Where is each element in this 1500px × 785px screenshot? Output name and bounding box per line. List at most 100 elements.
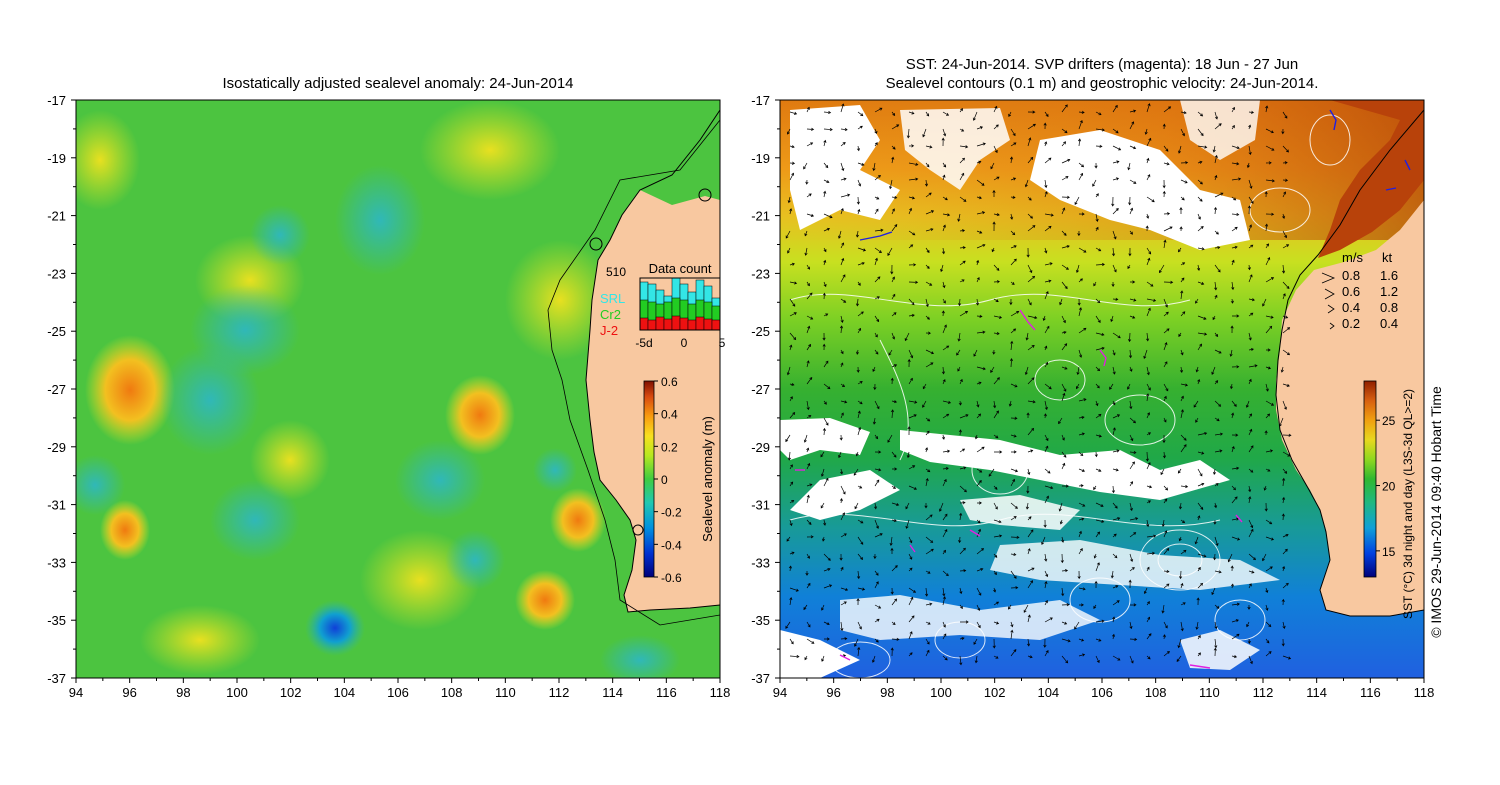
velocity-arrow bbox=[1231, 602, 1240, 606]
velocity-arrow bbox=[1112, 616, 1116, 623]
velocity-arrow bbox=[960, 620, 969, 624]
velocity-arrow bbox=[1248, 428, 1253, 436]
velocity-arrow bbox=[789, 298, 796, 307]
velocity-arrow bbox=[1111, 247, 1116, 257]
velocity-arrow bbox=[1180, 196, 1185, 201]
velocity-arrow bbox=[1044, 157, 1052, 164]
velocity-arrow bbox=[1112, 468, 1119, 472]
velocity-arrow bbox=[1008, 111, 1012, 117]
velocity-arrow bbox=[822, 292, 826, 300]
velocity-arrow bbox=[1095, 383, 1100, 389]
velocity-arrow bbox=[803, 434, 808, 443]
velocity-legend-ms-3: 0.2 bbox=[1342, 316, 1360, 331]
velocity-arrow bbox=[891, 400, 898, 404]
velocity-arrow bbox=[1061, 195, 1070, 199]
velocity-arrow bbox=[789, 262, 795, 266]
velocity-arrow bbox=[887, 247, 893, 256]
velocity-arrow bbox=[993, 534, 1003, 538]
velocity-arrow bbox=[1180, 161, 1189, 165]
velocity-arrow bbox=[1027, 400, 1036, 404]
velocity-arrow bbox=[1282, 565, 1286, 572]
velocity-arrow bbox=[823, 477, 829, 487]
velocity-arrow bbox=[857, 247, 867, 252]
velocity-arrow bbox=[1248, 224, 1253, 232]
velocity-arrow bbox=[1078, 415, 1085, 419]
velocity-arrow bbox=[1074, 196, 1080, 205]
velocity-arrow bbox=[974, 655, 978, 664]
velocity-arrow bbox=[824, 637, 830, 641]
velocity-arrow bbox=[1197, 315, 1207, 320]
velocity-arrow bbox=[1163, 328, 1170, 334]
velocity-arrow bbox=[1248, 519, 1254, 529]
velocity-arrow bbox=[805, 179, 809, 185]
velocity-arrow bbox=[1061, 638, 1071, 643]
velocity-arrow bbox=[856, 598, 860, 606]
velocity-arrow bbox=[1078, 530, 1082, 538]
velocity-arrow bbox=[1146, 412, 1150, 419]
velocity-arrow bbox=[1163, 651, 1170, 657]
velocity-arrow bbox=[976, 479, 982, 487]
velocity-arrow bbox=[1180, 621, 1184, 632]
velocity-arrow bbox=[1262, 553, 1267, 562]
velocity-arrow bbox=[1214, 192, 1224, 198]
velocity-arrow bbox=[925, 192, 932, 198]
velocity-arrow bbox=[1179, 366, 1184, 373]
velocity-arrow bbox=[993, 485, 998, 490]
velocity-arrow bbox=[908, 111, 915, 115]
velocity-arrow bbox=[1197, 566, 1201, 572]
velocity-arrow bbox=[872, 366, 876, 373]
velocity-arrow bbox=[1146, 462, 1151, 470]
velocity-arrow bbox=[925, 638, 930, 645]
velocity-arrow bbox=[1094, 451, 1098, 458]
velocity-arrow bbox=[838, 451, 842, 459]
velocity-arrow bbox=[806, 343, 811, 351]
velocity-arrow bbox=[1129, 121, 1135, 130]
velocity-arrow bbox=[942, 324, 947, 334]
velocity-arrow bbox=[1177, 638, 1182, 649]
velocity-arrow bbox=[1078, 307, 1083, 317]
velocity-arrow bbox=[874, 332, 878, 338]
left-shelf-contour bbox=[547, 119, 720, 626]
velocity-arrow bbox=[908, 162, 919, 166]
velocity-arrow bbox=[1110, 570, 1114, 579]
velocity-arrow bbox=[1163, 239, 1167, 249]
right-coastline bbox=[1275, 109, 1424, 617]
velocity-arrow bbox=[1248, 124, 1252, 130]
velocity-arrow bbox=[1163, 485, 1169, 491]
velocity-arrow bbox=[908, 465, 916, 470]
velocity-arrow bbox=[1163, 498, 1168, 504]
velocity-arrow bbox=[1163, 226, 1173, 232]
velocity-arrow bbox=[1231, 536, 1241, 541]
velocity-arrow bbox=[1027, 137, 1032, 147]
right-panel-title-line2: Sealevel contours (0.1 m) and geostrophi… bbox=[886, 75, 1319, 92]
velocity-arrow bbox=[857, 111, 864, 117]
velocity-arrow bbox=[806, 582, 811, 589]
y-tick-label: -31 bbox=[751, 498, 770, 513]
velocity-arrow bbox=[840, 274, 846, 283]
velocity-arrow bbox=[789, 396, 793, 402]
velocity-arrow bbox=[942, 529, 948, 538]
velocity-arrow bbox=[1027, 449, 1034, 453]
velocity-arrow bbox=[959, 604, 963, 609]
velocity-arrow bbox=[806, 281, 810, 287]
velocity-arrow bbox=[1282, 451, 1291, 457]
velocity-arrow bbox=[1127, 162, 1131, 171]
velocity-arrow bbox=[1197, 553, 1207, 558]
velocity-arrow bbox=[789, 464, 793, 470]
velocity-arrow bbox=[874, 479, 880, 487]
velocity-arrow bbox=[958, 429, 962, 436]
velocity-arrow bbox=[1010, 230, 1016, 236]
velocity-arrow bbox=[1058, 417, 1063, 425]
velocity-arrow bbox=[1282, 327, 1291, 334]
velocity-arrow bbox=[1280, 366, 1284, 373]
velocity-arrow bbox=[942, 633, 947, 640]
velocity-arrow bbox=[1282, 655, 1292, 660]
velocity-arrow bbox=[1044, 111, 1049, 117]
velocity-arrow bbox=[1247, 205, 1252, 215]
velocity-arrow bbox=[993, 601, 1000, 606]
velocity-arrow bbox=[856, 366, 860, 373]
velocity-arrow bbox=[1095, 226, 1099, 232]
velocity-arrow bbox=[1197, 652, 1201, 657]
velocity-arrow bbox=[1078, 502, 1086, 507]
velocity-arrow bbox=[821, 655, 825, 662]
